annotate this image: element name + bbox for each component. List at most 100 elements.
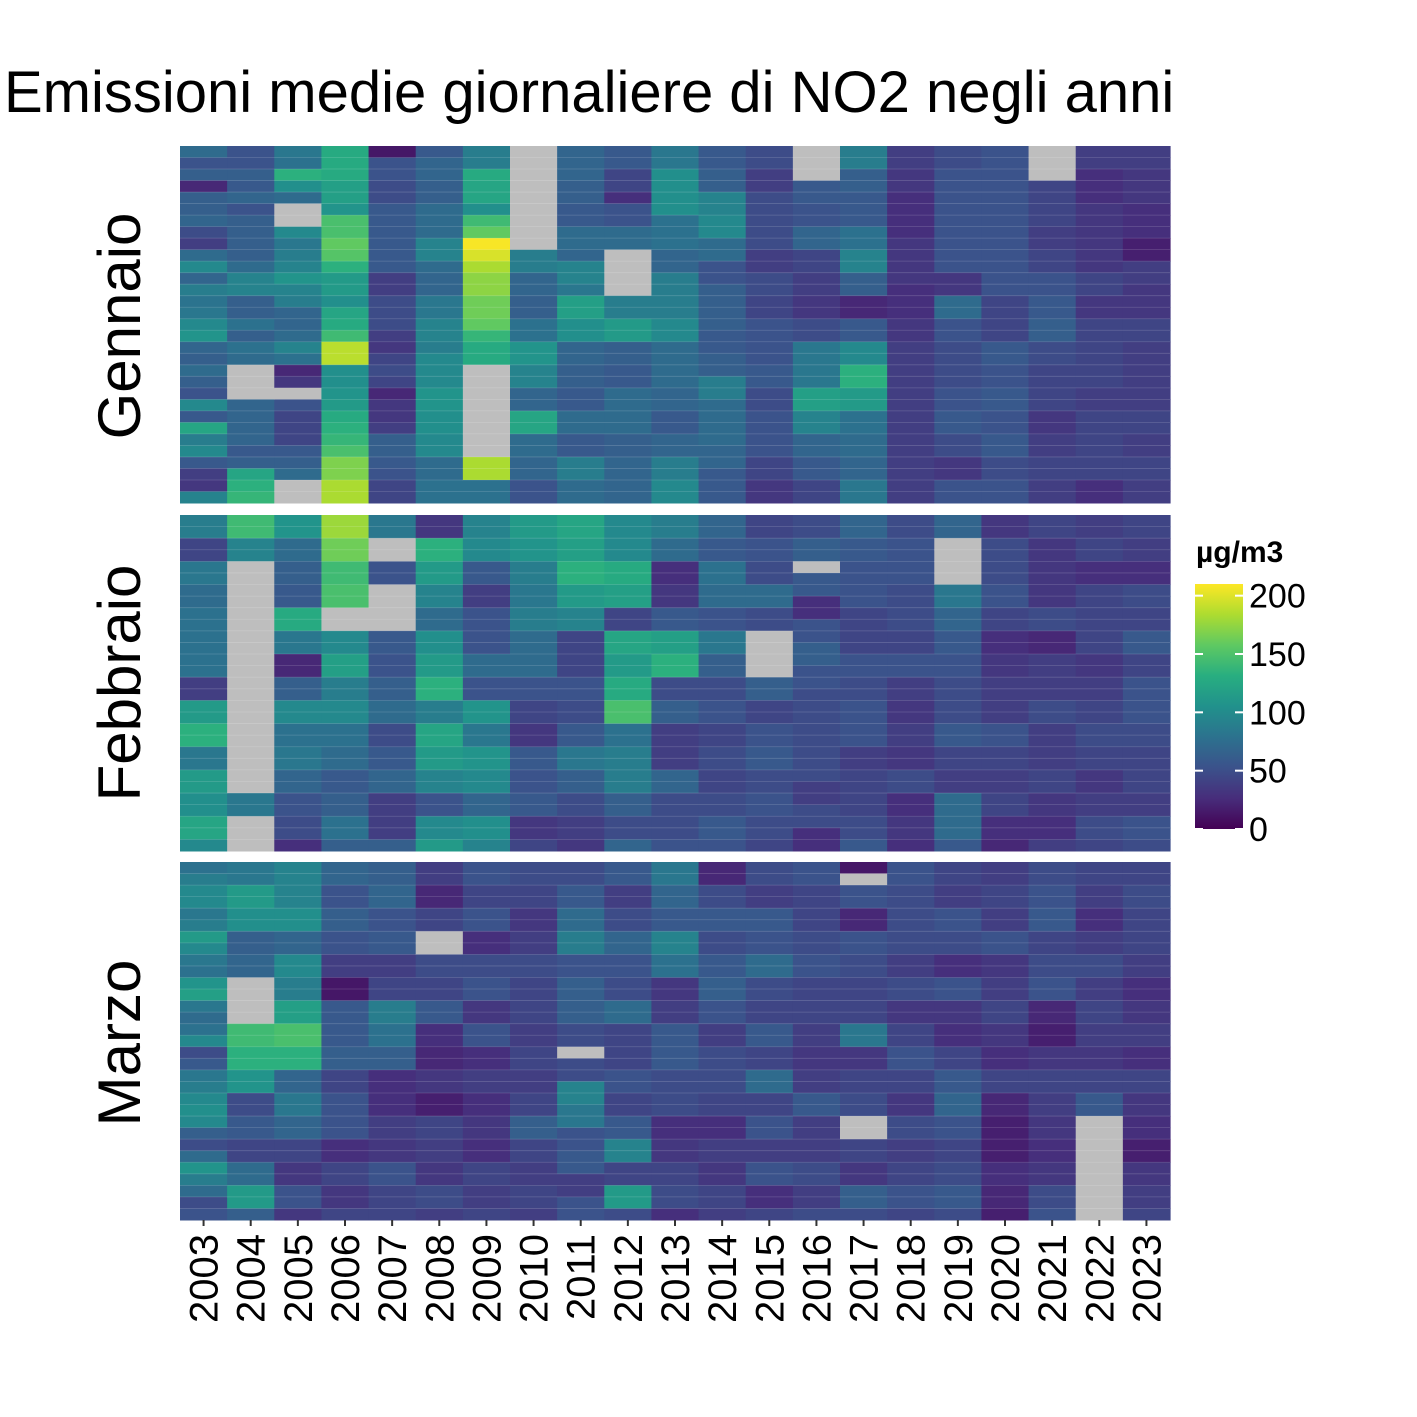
heatmap-cell — [745, 295, 794, 308]
heatmap-cell — [368, 318, 417, 331]
heatmap-cell — [698, 376, 747, 389]
heatmap-cell — [698, 873, 747, 886]
heatmap-cell — [368, 561, 417, 574]
heatmap-cell — [1028, 538, 1077, 551]
heatmap-cell — [698, 1081, 747, 1094]
heatmap-cell — [557, 157, 605, 170]
heatmap-cell — [1028, 977, 1077, 990]
heatmap-cell — [415, 919, 464, 932]
heatmap-cell — [1028, 769, 1077, 782]
heatmap-cell — [274, 572, 323, 586]
heatmap-cell — [840, 399, 888, 412]
heatmap-cell — [1028, 561, 1077, 574]
heatmap-cell — [604, 1127, 653, 1140]
heatmap-cell — [651, 479, 700, 492]
heatmap-cell — [227, 746, 275, 759]
heatmap-cell — [415, 839, 464, 852]
heatmap-cell — [792, 1162, 841, 1175]
heatmap-cell — [180, 1000, 228, 1013]
heatmap-cell — [557, 468, 605, 481]
heatmap-cell — [604, 619, 653, 632]
heatmap-cell — [321, 1196, 370, 1209]
heatmap-cell — [274, 330, 323, 343]
heatmap-cell — [1122, 572, 1171, 586]
heatmap-cell — [274, 433, 323, 446]
heatmap-cell — [368, 1012, 417, 1025]
heatmap-cell — [934, 1127, 983, 1140]
heatmap-cell — [792, 1139, 841, 1152]
heatmap-cell — [840, 885, 888, 898]
heatmap-cell — [227, 226, 275, 239]
heatmap-cell — [887, 433, 935, 446]
heatmap-cell — [557, 1092, 605, 1106]
heatmap-cell — [415, 226, 464, 239]
heatmap-cell — [1075, 203, 1124, 216]
heatmap-cell — [651, 965, 700, 978]
heatmap-cell — [227, 341, 275, 354]
heatmap-cell — [1028, 572, 1077, 586]
heatmap-cell — [745, 572, 794, 586]
heatmap-cell — [321, 341, 370, 354]
heatmap-cell — [180, 1196, 228, 1209]
heatmap-cell — [321, 1069, 370, 1082]
heatmap-cell — [227, 1104, 275, 1117]
heatmap-cell — [557, 931, 605, 944]
heatmap-cell — [981, 758, 1030, 771]
heatmap-cell — [840, 387, 888, 400]
heatmap-cell — [792, 203, 841, 216]
heatmap-cell — [934, 989, 983, 1002]
heatmap-cell — [321, 215, 370, 228]
heatmap-cell — [415, 399, 464, 412]
heatmap-cell — [368, 272, 417, 285]
heatmap-cell — [557, 1208, 605, 1221]
heatmap-cell — [368, 1081, 417, 1094]
heatmap-cell — [557, 735, 605, 748]
heatmap-cell — [510, 318, 558, 331]
heatmap-cell — [698, 433, 747, 446]
heatmap-cell — [1075, 410, 1124, 423]
heatmap-cell — [321, 700, 370, 713]
heatmap-cell — [510, 422, 558, 435]
heatmap-cell — [1028, 387, 1077, 400]
heatmap-cell — [792, 1023, 841, 1036]
heatmap-cell — [1122, 1023, 1171, 1036]
heatmap-cell — [180, 677, 228, 690]
heatmap-cell — [604, 1035, 653, 1048]
heatmap-cell — [1028, 261, 1077, 274]
heatmap-cell — [510, 1023, 558, 1036]
heatmap-cell — [1075, 468, 1124, 481]
heatmap-cell — [745, 1139, 794, 1152]
heatmap-cell — [981, 688, 1030, 701]
heatmap-cell — [651, 596, 700, 609]
heatmap-cell — [840, 665, 888, 678]
heatmap-cell — [934, 422, 983, 435]
heatmap-cell — [1028, 584, 1077, 597]
heatmap-cell — [321, 1185, 370, 1198]
heatmap-cell — [368, 526, 417, 539]
heatmap-cell — [698, 804, 747, 817]
heatmap-cell — [934, 885, 983, 898]
heatmap-cell — [415, 665, 464, 678]
heatmap-cell — [792, 456, 841, 469]
heatmap-cell — [1075, 665, 1124, 678]
heatmap-cell — [745, 1185, 794, 1198]
heatmap-cell — [651, 515, 700, 528]
heatmap-cell — [1122, 793, 1171, 806]
heatmap-cell — [557, 919, 605, 932]
heatmap-cell — [274, 272, 323, 285]
heatmap-cell — [368, 238, 417, 251]
heatmap-cell — [651, 1208, 700, 1221]
heatmap-cell — [274, 284, 323, 297]
heatmap-cell — [1028, 1116, 1077, 1129]
heatmap-cell — [274, 654, 323, 667]
heatmap-cell — [1028, 180, 1077, 193]
heatmap-cell — [792, 873, 841, 886]
heatmap-cell — [981, 908, 1030, 921]
heatmap-cell — [1028, 989, 1077, 1002]
heatmap-cell — [415, 989, 464, 1002]
heatmap-cell — [368, 261, 417, 274]
heatmap-cell — [604, 491, 653, 504]
heatmap-cell — [698, 908, 747, 921]
heatmap-cell — [415, 942, 464, 955]
heatmap-cell — [745, 965, 794, 978]
